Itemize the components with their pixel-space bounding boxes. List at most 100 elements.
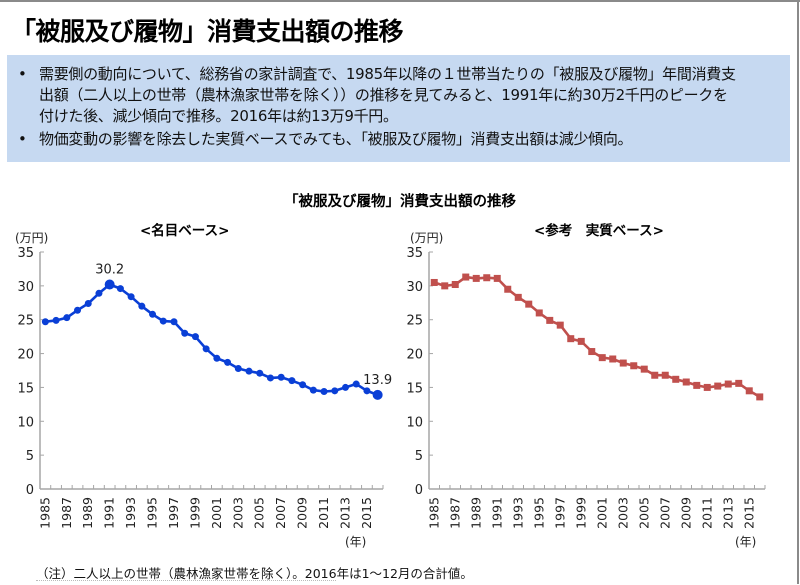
series-line [45, 283, 379, 397]
bullet-icon: • [18, 65, 27, 83]
data-point [159, 317, 167, 325]
data-point [756, 393, 764, 401]
x-tick-label: 2001 [594, 497, 609, 529]
figure-title: 「被服及び履物」消費支出額の推移 [284, 194, 516, 210]
window-border-top [0, 0, 800, 2]
y-unit-label-nominal: (万円) [15, 231, 49, 245]
data-point [372, 389, 383, 400]
bullet-text: 需要側の動向について、総務省の家計調査で、1985年以降の１世帯当たりの「被服及… [39, 65, 736, 125]
data-point [288, 377, 296, 385]
page-title: 「被服及び履物」消費支出額の推移 [11, 17, 404, 46]
data-point [661, 371, 669, 379]
data-point [41, 318, 49, 326]
x-tick-label: 1991 [102, 497, 117, 529]
data-point [104, 279, 115, 290]
x-tick-label: 1997 [552, 497, 567, 529]
x-unit-label-real: (年) [735, 535, 757, 549]
data-point [191, 333, 199, 341]
data-point [266, 374, 274, 382]
y-tick-label: 5 [415, 449, 423, 464]
summary-box: • 需要側の動向について、総務省の家計調査で、1985年以降の１世帯当たりの「被… [7, 55, 790, 162]
x-tick-label: 2011 [316, 497, 331, 529]
y-tick-label: 10 [17, 415, 34, 430]
data-point [74, 306, 82, 314]
x-tick-label: 2001 [209, 497, 224, 529]
data-point [483, 274, 491, 282]
chart-real: 0 5 10 15 20 25 30 35 1985 1987 1989 1991 1993 1995 19… [406, 246, 766, 529]
x-tick-label: 1993 [123, 497, 138, 529]
x-tick-label: 1985 [37, 497, 52, 529]
x-tick-label: 2015 [359, 497, 374, 529]
x-tick-label: 2009 [678, 497, 693, 529]
y-tick-label: 20 [17, 348, 34, 363]
data-point [256, 369, 264, 377]
data-point [724, 380, 732, 388]
y-tick-label: 15 [17, 381, 34, 396]
data-point [493, 274, 501, 282]
data-point [352, 380, 360, 388]
data-point [63, 314, 71, 322]
chart-nominal: 0 5 10 15 20 25 30 35 1985 1987 1989 1991 1993 1995 19… [17, 246, 392, 529]
data-point [598, 354, 606, 362]
data-point [609, 355, 617, 363]
data-point [441, 282, 449, 290]
data-point [245, 367, 253, 375]
x-tick-label: 1995 [145, 497, 160, 529]
y-tick-label: 25 [17, 314, 34, 329]
data-point [451, 281, 459, 289]
x-tick-label: 2009 [295, 497, 310, 529]
y-tick-label: 10 [406, 415, 423, 430]
x-tick-label: 2005 [636, 497, 651, 529]
data-point [672, 375, 680, 383]
y-tick-label: 25 [406, 314, 423, 329]
y-tick-label: 35 [17, 246, 34, 261]
data-point [462, 273, 470, 281]
data-point [277, 373, 285, 381]
x-tick-label: 1995 [531, 497, 546, 529]
data-point [577, 337, 585, 345]
x-tick-label: 2007 [273, 497, 288, 529]
bullet-icon: • [18, 130, 27, 148]
x-tick-label: 2005 [252, 497, 267, 529]
x-tick-label: 1991 [489, 497, 504, 529]
data-point [504, 285, 512, 293]
x-tick-label: 2007 [657, 497, 672, 529]
y-unit-label-real: (万円) [410, 231, 444, 245]
data-point [682, 378, 690, 386]
data-point [84, 299, 92, 307]
data-point [535, 309, 543, 317]
x-tick-label: 1987 [447, 497, 462, 529]
data-point [472, 274, 480, 282]
y-tick-label: 15 [406, 381, 423, 396]
x-tick-label: 1999 [187, 497, 202, 529]
x-tick-label: 2003 [615, 497, 630, 529]
data-point [116, 285, 124, 293]
data-label: 30.2 [95, 263, 124, 278]
data-point [546, 316, 554, 324]
y-tick-label: 0 [26, 483, 34, 498]
x-tick-label: 1985 [426, 497, 441, 529]
data-point [630, 362, 638, 370]
data-point [202, 345, 210, 353]
footnote: （注）二人以上の世帯（農林漁家世帯を除く）。2016年は1～12月の合計値。 [36, 566, 473, 581]
data-point [52, 316, 60, 324]
y-tick-label: 0 [415, 483, 423, 498]
x-tick-label: 1987 [59, 497, 74, 529]
data-point [735, 379, 743, 387]
data-point [430, 278, 438, 286]
data-point [341, 383, 349, 391]
data-point [588, 348, 596, 356]
data-point [745, 387, 753, 395]
y-tick-label: 30 [406, 280, 423, 295]
x-tick-label: 1989 [80, 497, 95, 529]
data-point [619, 359, 627, 367]
x-tick-label: 2015 [741, 497, 756, 529]
data-point [651, 371, 659, 379]
x-tick-label: 1997 [166, 497, 181, 529]
data-point [170, 318, 178, 326]
x-tick-label: 2011 [699, 497, 714, 529]
chart-title-nominal: <名目ベース> [140, 223, 230, 239]
bullet-text: 物価変動の影響を除去した実質ベースでみても、「被服及び履物」消費支出額は減少傾向… [39, 130, 633, 148]
data-point [138, 302, 146, 310]
